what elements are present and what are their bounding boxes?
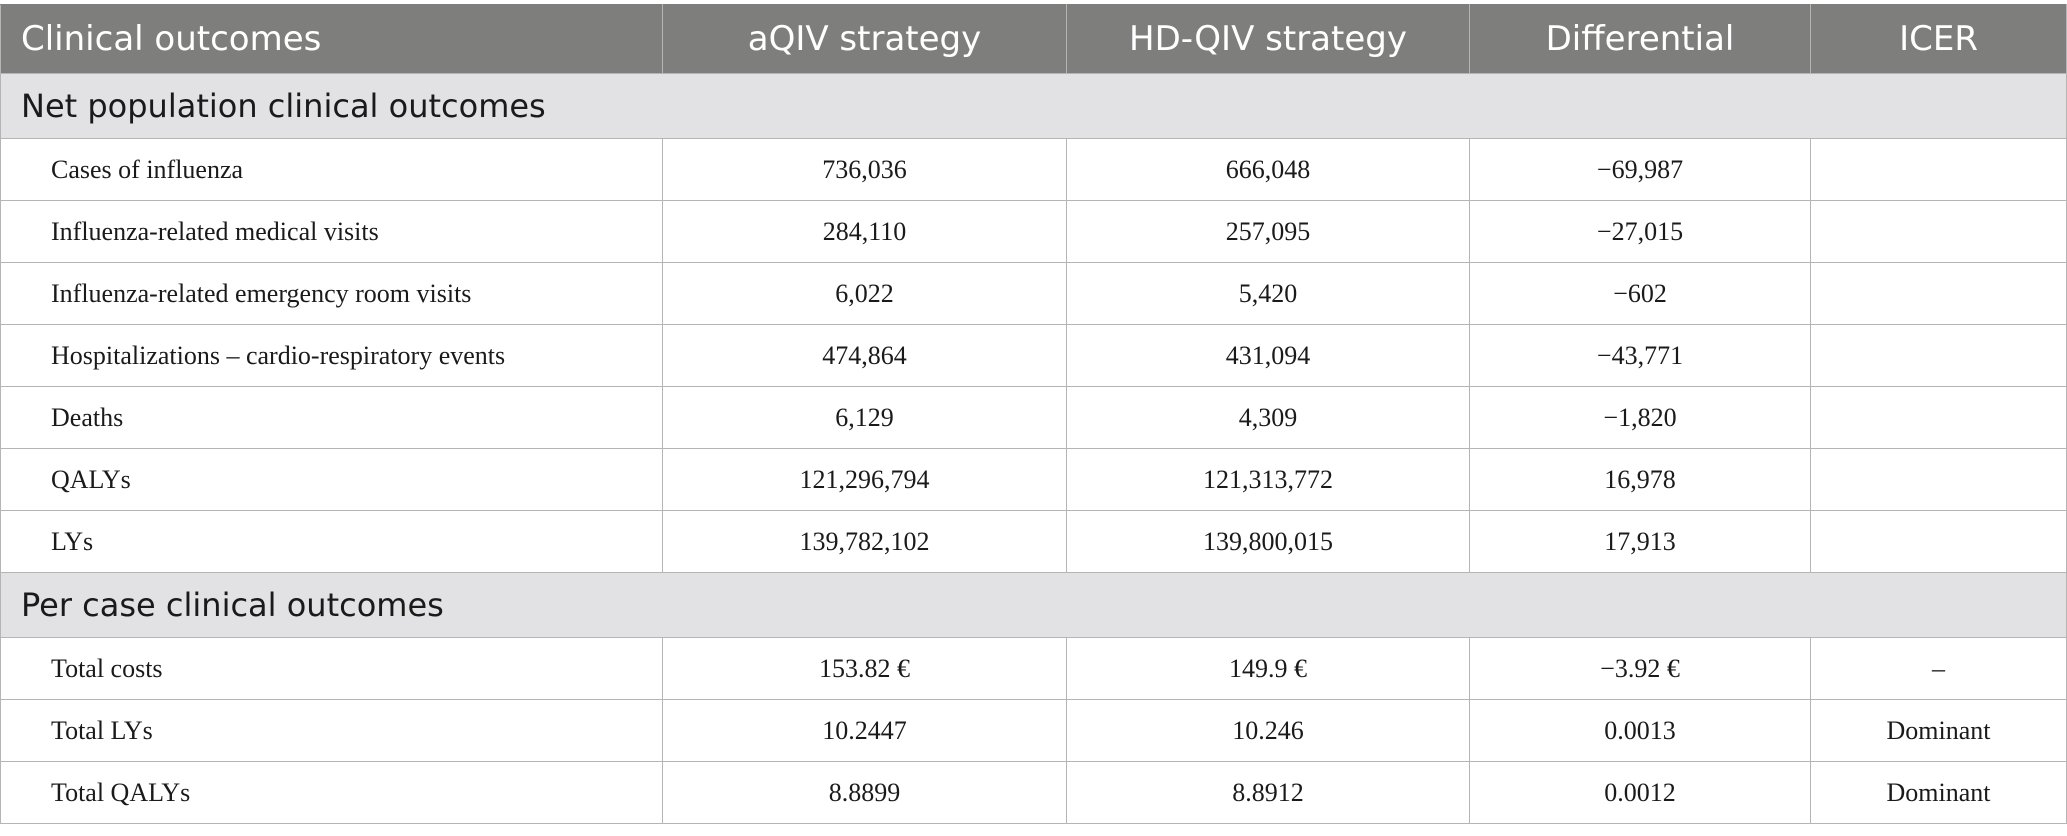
hdqiv-value: 149.9 € (1066, 637, 1470, 700)
aqiv-value: 736,036 (662, 138, 1067, 201)
aqiv-value: 10.2447 (662, 699, 1067, 762)
differential-value: −3.92 € (1469, 637, 1811, 700)
icer-value: Dominant (1810, 699, 2067, 762)
aqiv-value: 8.8899 (662, 761, 1067, 824)
section-title: Per case clinical outcomes (0, 572, 2067, 638)
differential-value: −602 (1469, 262, 1811, 325)
table-row: Hospitalizations – cardio-respiratory ev… (0, 324, 2067, 387)
aqiv-value: 121,296,794 (662, 448, 1067, 511)
row-label: Total LYs (0, 699, 663, 762)
icer-value (1810, 262, 2067, 325)
differential-value: 0.0012 (1469, 761, 1811, 824)
hdqiv-value: 8.8912 (1066, 761, 1470, 824)
header-clinical-outcomes: Clinical outcomes (0, 4, 663, 74)
header-icer: ICER (1810, 4, 2067, 74)
icer-value (1810, 138, 2067, 201)
icer-value (1810, 200, 2067, 263)
hdqiv-value: 431,094 (1066, 324, 1470, 387)
section-header-per-case: Per case clinical outcomes (0, 572, 2067, 638)
row-label: Deaths (0, 386, 663, 449)
differential-value: −69,987 (1469, 138, 1811, 201)
table-row: Total costs 153.82 € 149.9 € −3.92 € – (0, 637, 2067, 700)
differential-value: 17,913 (1469, 510, 1811, 573)
icer-value (1810, 510, 2067, 573)
hdqiv-value: 666,048 (1066, 138, 1470, 201)
section-header-net-population: Net population clinical outcomes (0, 73, 2067, 139)
table-row: Influenza-related emergency room visits … (0, 262, 2067, 325)
header-hdqiv-strategy: HD-QIV strategy (1066, 4, 1470, 74)
differential-value: −1,820 (1469, 386, 1811, 449)
header-differential: Differential (1469, 4, 1811, 74)
row-label: Hospitalizations – cardio-respiratory ev… (0, 324, 663, 387)
icer-value (1810, 386, 2067, 449)
table-row: Deaths 6,129 4,309 −1,820 (0, 386, 2067, 449)
table-row: Cases of influenza 736,036 666,048 −69,9… (0, 138, 2067, 201)
hdqiv-value: 4,309 (1066, 386, 1470, 449)
row-label: Influenza-related medical visits (0, 200, 663, 263)
icer-value: Dominant (1810, 761, 2067, 824)
row-label: Total costs (0, 637, 663, 700)
differential-value: −43,771 (1469, 324, 1811, 387)
aqiv-value: 284,110 (662, 200, 1067, 263)
icer-value (1810, 448, 2067, 511)
row-label: Total QALYs (0, 761, 663, 824)
hdqiv-value: 139,800,015 (1066, 510, 1470, 573)
outcomes-table-container: Clinical outcomes aQIV strategy HD-QIV s… (0, 4, 2067, 824)
clinical-outcomes-table: Clinical outcomes aQIV strategy HD-QIV s… (0, 4, 2067, 824)
row-label: Cases of influenza (0, 138, 663, 201)
table-row: Total LYs 10.2447 10.246 0.0013 Dominant (0, 699, 2067, 762)
aqiv-value: 6,022 (662, 262, 1067, 325)
row-label: LYs (0, 510, 663, 573)
table-row: LYs 139,782,102 139,800,015 17,913 (0, 510, 2067, 573)
table-row: Total QALYs 8.8899 8.8912 0.0012 Dominan… (0, 761, 2067, 824)
aqiv-value: 474,864 (662, 324, 1067, 387)
aqiv-value: 6,129 (662, 386, 1067, 449)
table-row: QALYs 121,296,794 121,313,772 16,978 (0, 448, 2067, 511)
hdqiv-value: 121,313,772 (1066, 448, 1470, 511)
hdqiv-value: 257,095 (1066, 200, 1470, 263)
aqiv-value: 139,782,102 (662, 510, 1067, 573)
differential-value: −27,015 (1469, 200, 1811, 263)
differential-value: 16,978 (1469, 448, 1811, 511)
differential-value: 0.0013 (1469, 699, 1811, 762)
row-label: Influenza-related emergency room visits (0, 262, 663, 325)
section-title: Net population clinical outcomes (0, 73, 2067, 139)
aqiv-value: 153.82 € (662, 637, 1067, 700)
header-aqiv-strategy: aQIV strategy (662, 4, 1067, 74)
table-header-row: Clinical outcomes aQIV strategy HD-QIV s… (0, 4, 2067, 74)
icer-value (1810, 324, 2067, 387)
hdqiv-value: 5,420 (1066, 262, 1470, 325)
hdqiv-value: 10.246 (1066, 699, 1470, 762)
icer-value: – (1810, 637, 2067, 700)
row-label: QALYs (0, 448, 663, 511)
table-row: Influenza-related medical visits 284,110… (0, 200, 2067, 263)
